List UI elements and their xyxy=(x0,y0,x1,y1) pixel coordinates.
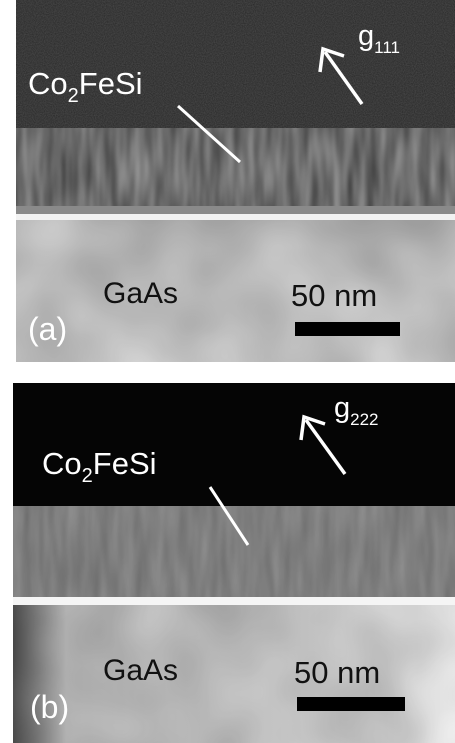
interface-bright xyxy=(16,214,455,220)
film-label: Co2FeSi xyxy=(28,66,143,107)
panel-a: Co2FeSi g111 GaAs 50 nm (a) xyxy=(16,0,455,362)
film-texture xyxy=(16,128,455,206)
scale-bar-label: 50 nm xyxy=(294,655,380,690)
substrate-texture xyxy=(13,605,455,743)
scale-bar xyxy=(297,697,405,711)
panel-b: Co2FeSi g222 GaAs 50 nm (b) xyxy=(13,383,455,743)
substrate-label: GaAs xyxy=(103,654,178,687)
film-label: Co2FeSi xyxy=(42,446,157,487)
panel-label: (b) xyxy=(30,689,69,725)
interface-bright xyxy=(13,597,455,605)
substrate-label: GaAs xyxy=(103,277,178,310)
scale-bar xyxy=(295,322,400,336)
substrate-texture xyxy=(16,220,455,362)
scale-bar-label: 50 nm xyxy=(291,278,377,313)
figure: Co2FeSi g111 GaAs 50 nm (a) Co2FeSi g222… xyxy=(0,0,455,743)
film-texture xyxy=(13,506,455,597)
interface xyxy=(16,206,455,214)
vacuum xyxy=(13,383,455,506)
panel-label: (a) xyxy=(28,311,67,347)
noise xyxy=(16,0,455,128)
